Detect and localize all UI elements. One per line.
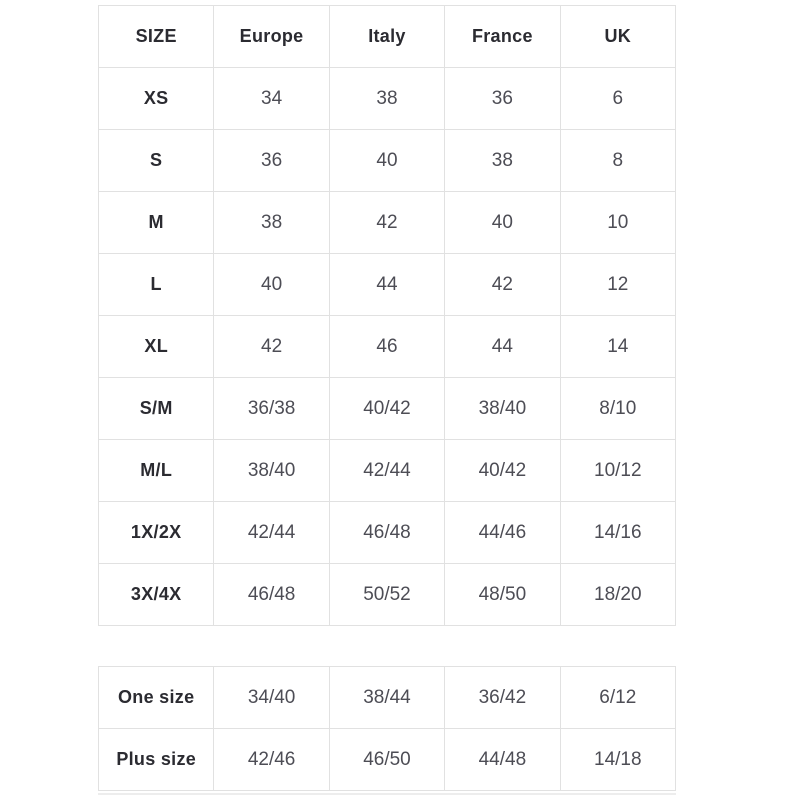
size-value-cell: 50/52 [328, 563, 446, 626]
size-value-cell: 14/16 [559, 501, 677, 564]
column-header: France [444, 5, 561, 68]
table-row: 1X/2X 42/44 46/48 44/46 14/16 [97, 501, 677, 564]
size-value-cell: 6 [559, 67, 677, 130]
column-header: Italy [328, 5, 446, 68]
size-value-cell: 40/42 [328, 377, 446, 440]
table-row: M 38 42 40 10 [97, 191, 677, 254]
table-row: XL 42 46 44 14 [97, 315, 677, 378]
size-value-cell: 12 [559, 253, 677, 316]
column-header: UK [559, 5, 677, 68]
size-value-cell: 46 [328, 315, 446, 378]
size-value-cell: 18/20 [559, 563, 677, 626]
table-row: Plus size 42/46 46/50 44/48 14/18 [97, 728, 677, 791]
size-label-cell: One size [97, 666, 215, 729]
column-header: SIZE [97, 5, 215, 68]
size-label-cell: 3X/4X [97, 563, 215, 626]
column-header: Europe [213, 5, 330, 68]
table-row: M/L 38/40 42/44 40/42 10/12 [97, 439, 677, 502]
size-value-cell: 48/50 [444, 563, 561, 626]
size-value-cell: 38/40 [213, 439, 330, 502]
size-value-cell: 38 [213, 191, 330, 254]
size-label-cell: S/M [97, 377, 215, 440]
header-row: SIZE Europe Italy France UK [97, 5, 677, 68]
table-row: One size 34/40 38/44 36/42 6/12 [97, 666, 677, 729]
size-conversion-table: SIZE Europe Italy France UK XS 34 38 36 6 S 36 40 38… [97, 5, 677, 626]
size-table-body: XS 34 38 36 6 S 36 40 38 8 M 38 42 40 10 L 40 44 42 12 XL 42 4… [97, 67, 677, 626]
size-value-cell: 40 [213, 253, 330, 316]
table-row: L 40 44 42 12 [97, 253, 677, 316]
size-label-cell: L [97, 253, 215, 316]
size-value-cell: 14/18 [559, 728, 677, 791]
special-sizes-table: One size 34/40 38/44 36/42 6/12 Plus size 42/4… [97, 666, 677, 791]
size-value-cell: 44/48 [444, 728, 561, 791]
size-value-cell: 42/44 [213, 501, 330, 564]
size-value-cell: 34/40 [213, 666, 330, 729]
size-value-cell: 42/46 [213, 728, 330, 791]
size-label-cell: 1X/2X [97, 501, 215, 564]
size-value-cell: 40/42 [444, 439, 561, 502]
size-value-cell: 46/50 [328, 728, 446, 791]
size-value-cell: 40 [444, 191, 561, 254]
size-value-cell: 46/48 [328, 501, 446, 564]
size-value-cell: 36 [444, 67, 561, 130]
size-value-cell: 38/40 [444, 377, 561, 440]
size-value-cell: 42 [444, 253, 561, 316]
size-value-cell: 38/44 [328, 666, 446, 729]
size-value-cell: 36/42 [444, 666, 561, 729]
size-table-header: SIZE Europe Italy France UK [97, 5, 677, 68]
size-value-cell: 8 [559, 129, 677, 192]
table-row: XS 34 38 36 6 [97, 67, 677, 130]
size-value-cell: 42 [213, 315, 330, 378]
size-value-cell: 10/12 [559, 439, 677, 502]
size-value-cell: 34 [213, 67, 330, 130]
special-sizes-body: One size 34/40 38/44 36/42 6/12 Plus size 42/4… [97, 666, 677, 791]
size-value-cell: 40 [328, 129, 446, 192]
size-label-cell: XL [97, 315, 215, 378]
bottom-divider [98, 793, 676, 795]
size-label-cell: S [97, 129, 215, 192]
table-row: S 36 40 38 8 [97, 129, 677, 192]
size-value-cell: 44 [444, 315, 561, 378]
size-value-cell: 10 [559, 191, 677, 254]
size-value-cell: 6/12 [559, 666, 677, 729]
size-label-cell: Plus size [97, 728, 215, 791]
table-row: 3X/4X 46/48 50/52 48/50 18/20 [97, 563, 677, 626]
size-value-cell: 8/10 [559, 377, 677, 440]
size-label-cell: M [97, 191, 215, 254]
size-value-cell: 38 [328, 67, 446, 130]
size-value-cell: 44 [328, 253, 446, 316]
size-value-cell: 14 [559, 315, 677, 378]
size-value-cell: 42/44 [328, 439, 446, 502]
size-value-cell: 36/38 [213, 377, 330, 440]
table-row: S/M 36/38 40/42 38/40 8/10 [97, 377, 677, 440]
size-value-cell: 36 [213, 129, 330, 192]
size-value-cell: 38 [444, 129, 561, 192]
size-value-cell: 42 [328, 191, 446, 254]
size-value-cell: 44/46 [444, 501, 561, 564]
size-value-cell: 46/48 [213, 563, 330, 626]
size-label-cell: XS [97, 67, 215, 130]
size-label-cell: M/L [97, 439, 215, 502]
